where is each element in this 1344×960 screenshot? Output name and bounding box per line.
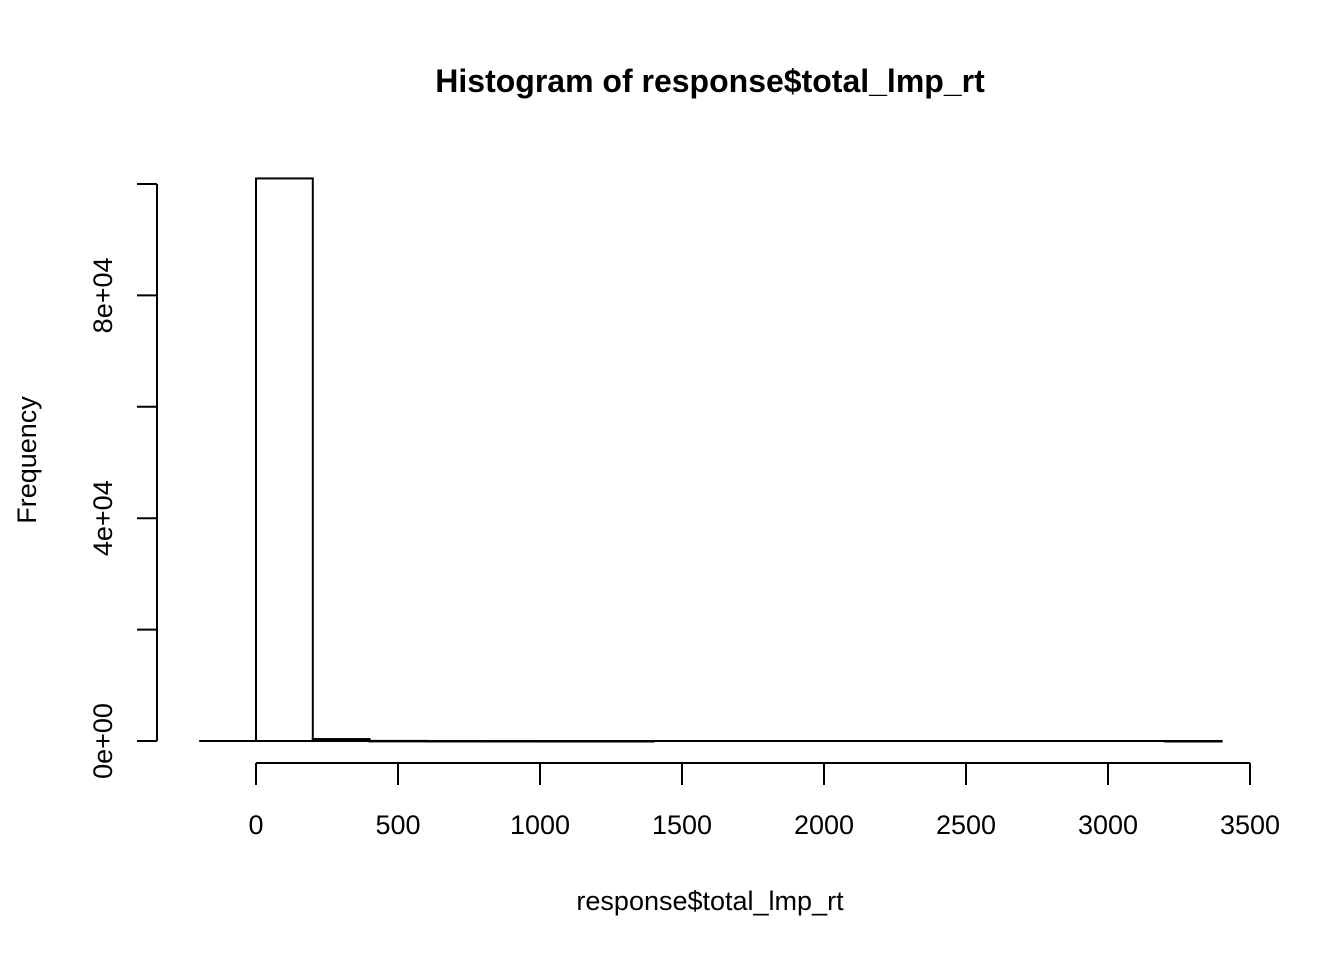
histogram-bar-0 bbox=[255, 177, 314, 742]
x-tick-label: 2000 bbox=[794, 810, 854, 840]
x-axis: 0 500 1000 1500 2000 2500 3000 3500 bbox=[248, 762, 1280, 840]
x-tick-label: 1500 bbox=[652, 810, 712, 840]
x-axis-title: response$total_lmp_rt bbox=[576, 886, 844, 916]
x-tick-label: 0 bbox=[248, 810, 263, 840]
y-tick-label: 8e+04 bbox=[88, 257, 118, 333]
x-tick-label: 500 bbox=[375, 810, 420, 840]
y-tick-label: 0e+00 bbox=[88, 703, 118, 779]
chart-title: Histogram of response$total_lmp_rt bbox=[435, 63, 985, 99]
x-tick-label: 3000 bbox=[1078, 810, 1138, 840]
y-axis: 0e+00 4e+04 8e+04 bbox=[88, 183, 158, 779]
y-axis-title: Frequency bbox=[12, 396, 42, 524]
x-tick-label: 3500 bbox=[1220, 810, 1280, 840]
x-tick-label: 2500 bbox=[936, 810, 996, 840]
x-tick-label: 1000 bbox=[510, 810, 570, 840]
y-tick-label: 4e+04 bbox=[88, 480, 118, 556]
histogram-bars bbox=[255, 177, 1223, 743]
